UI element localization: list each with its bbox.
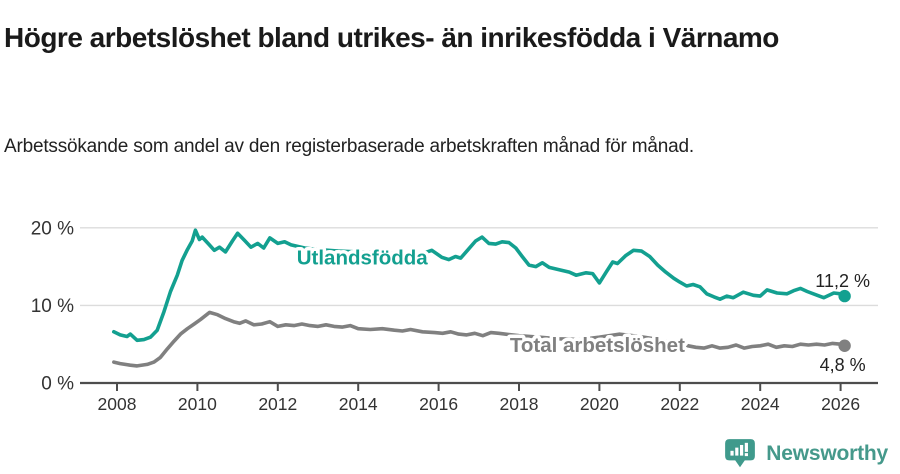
x-axis-tick-label: 2022 <box>660 394 699 414</box>
page-subtitle: Arbetssökande som andel av den registerb… <box>4 136 694 157</box>
y-axis-tick-label: 10 % <box>31 296 74 317</box>
line-chart: 0 % 10 % 20 % 2008 2010 2012 2014 2016 2018 2020 2… <box>31 218 878 414</box>
series-line-utlandsfodda <box>112 228 847 343</box>
newsworthy-wordmark: Newsworthy <box>766 442 888 465</box>
x-axis-tick-label: 2010 <box>178 394 217 414</box>
chart-area: 0 % 10 % 20 % 2008 2010 2012 2014 2016 2018 2020 2… <box>0 200 900 435</box>
page-title: Högre arbetslöshet bland utrikes- än inr… <box>4 21 779 53</box>
x-axis-tick-label: 2024 <box>741 394 780 414</box>
x-axis-tick-label: 2016 <box>419 394 458 414</box>
newsworthy-icon <box>725 439 756 468</box>
x-axis-tick-label: 2012 <box>258 394 297 414</box>
x-axis-tick-label: 2008 <box>98 394 137 414</box>
x-axis-tick-label: 2014 <box>339 394 378 414</box>
series-label: Total arbetslöshet <box>510 334 685 357</box>
end-value-label: 11,2 % <box>815 271 870 291</box>
series-end-dot <box>838 289 851 303</box>
end-value-label: 4,8 % <box>820 355 866 375</box>
series-line-total <box>112 310 847 368</box>
newsworthy-logo: Newsworthy <box>723 437 888 471</box>
x-axis-tick-label: 2018 <box>500 394 539 414</box>
y-axis-tick-label: 20 % <box>31 218 74 239</box>
y-axis-tick-label: 0 % <box>41 374 74 395</box>
x-axis-tick-label: 2026 <box>821 394 860 414</box>
series-end-dot <box>838 339 851 352</box>
x-axis-tick-label: 2020 <box>580 394 619 414</box>
series-label: Utlandsfödda <box>297 246 429 269</box>
